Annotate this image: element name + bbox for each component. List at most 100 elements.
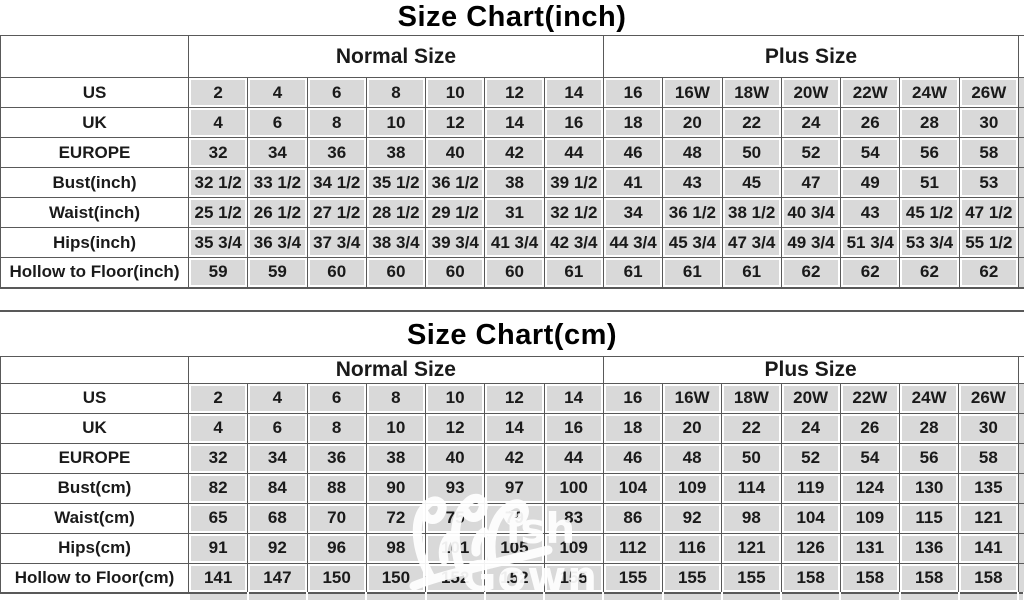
size-value-cell: 41 3/4 [484,227,545,258]
size-value-cell: 22 [721,107,782,138]
clipped-cell [1018,167,1024,198]
size-value-cell: 26 [839,412,901,444]
size-value-cell: 109 [661,472,723,504]
size-value-cell: 45 1/2 [899,197,960,228]
size-value-cell: 8 [306,412,367,444]
size-value-cell: 18W [721,382,782,414]
size-value-cell: 36 [306,442,367,474]
size-value-cell: 90 [365,472,427,504]
size-value-cell: 60 [484,257,545,289]
size-value-cell: 116 [661,532,723,564]
size-value-cell: 16W [662,77,723,108]
size-value-cell: 60 [425,257,486,289]
size-value-cell: 33 1/2 [247,167,308,198]
size-value-cell: 42 [484,137,545,168]
size-value-cell: 51 3/4 [840,227,901,258]
size-value-cell: 31 [484,197,545,228]
size-value-cell: 158 [898,562,960,594]
size-value-cell: 44 [543,442,604,474]
size-value-cell: 39 3/4 [425,227,486,258]
size-value-cell: 150 [306,562,367,594]
size-value-cell: 40 [425,137,486,168]
size-value-cell: 56 [898,442,960,474]
size-value-cell: 37 3/4 [306,227,367,258]
size-value-cell: 38 [365,442,427,474]
size-value-cell: 20W [780,77,842,108]
size-value-cell: 12 [424,412,486,444]
size-value-cell: 25 1/2 [187,197,249,228]
size-value-cell: 10 [424,382,486,414]
size-value-cell: 32 1/2 [543,197,604,228]
size-value-cell: 115 [898,502,960,534]
size-value-cell: 50 [721,137,782,168]
row-label-hollow-to-floor-inch: Hollow to Floor(inch) [0,257,189,289]
size-value-cell: 121 [721,532,782,564]
size-value-cell: 26W [958,382,1019,414]
size-chart-cm-title: Size Chart(cm) [0,309,1024,356]
size-value-cell: 8 [365,382,427,414]
size-value-cell: 121 [958,502,1019,534]
size-value-cell: 70 [306,502,367,534]
size-value-cell: 4 [187,412,249,444]
size-chart-inch-table: Normal Size Plus Size US 2 4 6 8 10 12 14 16 16W 18W… [0,35,1024,289]
size-value-cell: 75 [424,502,486,534]
size-value-cell: 105 [484,532,545,564]
size-value-cell: 16 [543,107,604,138]
size-value-cell: 96 [306,532,367,564]
size-value-cell: 98 [721,502,782,534]
size-value-cell: 4 [247,382,308,414]
clipped-cell [1018,35,1024,78]
size-value-cell: 30 [958,412,1019,444]
row-label-uk: UK [0,107,189,138]
size-value-cell: 22W [840,77,901,108]
size-value-cell: 59 [187,257,249,289]
size-value-cell: 130 [898,472,960,504]
size-value-cell: 4 [187,107,249,138]
size-value-cell: 48 [662,137,723,168]
size-value-cell: 58 [958,137,1020,168]
corner-cell [0,355,189,384]
size-value-cell: 6 [306,382,367,414]
size-value-cell: 52 [780,442,841,474]
size-value-cell: 92 [661,502,723,534]
size-value-cell: 10 [365,412,427,444]
clipped-cell [1018,107,1024,138]
clipped-cell [365,592,427,600]
size-value-cell: 35 1/2 [365,167,427,198]
size-value-cell: 42 3/4 [543,227,604,258]
size-value-cell: 56 [899,137,960,168]
size-value-cell: 8 [306,107,367,138]
clipped-cell [0,592,189,600]
clipped-cell [1017,412,1024,444]
size-value-cell: 55 1/2 [958,227,1020,258]
size-value-cell: 98 [365,532,427,564]
size-value-cell: 32 [187,442,249,474]
size-value-cell: 34 [247,442,308,474]
row-label-hollow-to-floor-cm: Hollow to Floor(cm) [0,562,189,594]
size-value-cell: 14 [543,382,604,414]
row-label-europe: EUROPE [0,137,189,168]
clipped-cell [542,592,605,600]
size-value-cell: 49 [840,167,901,198]
size-value-cell: 124 [839,472,901,504]
clipped-cell [483,592,546,600]
plus-size-group-header: Plus Size [602,35,1020,78]
size-value-cell: 40 3/4 [780,197,842,228]
size-value-cell: 32 [187,137,249,168]
row-label-bust-inch: Bust(inch) [0,167,189,198]
size-value-cell: 28 [898,412,960,444]
size-value-cell: 136 [898,532,960,564]
size-value-cell: 79 [484,502,545,534]
size-value-cell: 16 [602,77,664,108]
size-value-cell: 34 [247,137,308,168]
size-value-cell: 46 [602,137,664,168]
clipped-cell [779,592,842,600]
size-value-cell: 158 [839,562,901,594]
size-value-cell: 16 [543,412,604,444]
size-chart-inch-title: Size Chart(inch) [397,1,627,33]
size-value-cell: 32 1/2 [187,167,249,198]
size-value-cell: 12 [484,382,545,414]
size-value-cell: 84 [247,472,308,504]
size-value-cell: 43 [662,167,723,198]
size-value-cell: 97 [484,472,545,504]
